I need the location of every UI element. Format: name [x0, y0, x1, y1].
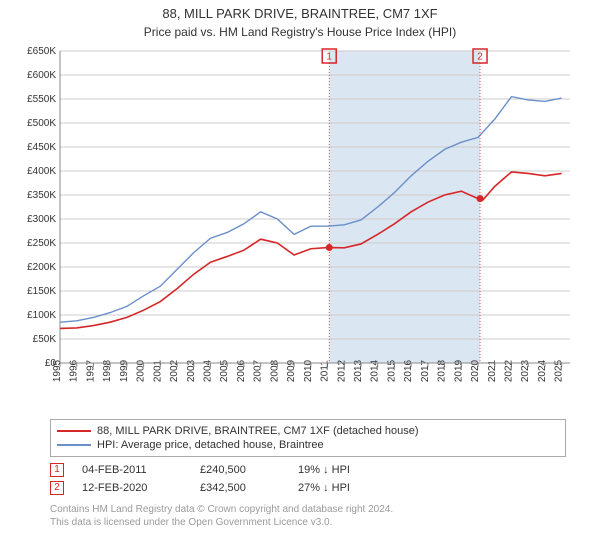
line-chart: £0£50K£100K£150K£200K£250K£300K£350K£400… [10, 43, 590, 413]
y-tick-label: £200K [27, 262, 56, 273]
legend: 88, MILL PARK DRIVE, BRAINTREE, CM7 1XF … [50, 419, 566, 457]
y-tick-label: £600K [27, 70, 56, 81]
footnote-line-2: This data is licensed under the Open Gov… [50, 516, 566, 529]
chart-area: £0£50K£100K£150K£200K£250K£300K£350K£400… [10, 43, 590, 413]
sale-row-marker: 1 [50, 463, 64, 477]
legend-swatch [57, 430, 91, 432]
y-tick-label: £100K [27, 310, 56, 321]
legend-label: 88, MILL PARK DRIVE, BRAINTREE, CM7 1XF … [97, 425, 419, 437]
sale-price: £342,500 [200, 482, 280, 494]
y-tick-label: £550K [27, 94, 56, 105]
y-tick-label: £500K [27, 118, 56, 129]
sale-date: 12-FEB-2020 [82, 482, 182, 494]
series-hpi [60, 96, 562, 322]
sale-diff: 27% ↓ HPI [298, 482, 398, 494]
sale-price: £240,500 [200, 464, 280, 476]
legend-row: 88, MILL PARK DRIVE, BRAINTREE, CM7 1XF … [57, 424, 559, 438]
y-tick-label: £50K [33, 334, 57, 345]
y-tick-label: £450K [27, 142, 56, 153]
y-tick-label: £150K [27, 286, 56, 297]
sale-diff: 19% ↓ HPI [298, 464, 398, 476]
sale-marker-dot [326, 244, 333, 251]
sale-row: 2 12-FEB-2020 £342,500 27% ↓ HPI [50, 479, 566, 497]
y-tick-label: £250K [27, 238, 56, 249]
y-tick-label: £400K [27, 166, 56, 177]
chart-title: 88, MILL PARK DRIVE, BRAINTREE, CM7 1XF [0, 0, 600, 23]
legend-label: HPI: Average price, detached house, Brai… [97, 439, 324, 451]
figure-container: 88, MILL PARK DRIVE, BRAINTREE, CM7 1XF … [0, 0, 600, 560]
sale-row: 1 04-FEB-2011 £240,500 19% ↓ HPI [50, 461, 566, 479]
ownership-shade [329, 51, 480, 363]
sales-table: 1 04-FEB-2011 £240,500 19% ↓ HPI 2 12-FEB-202… [50, 461, 566, 497]
footnote-line-1: Contains HM Land Registry data © Crown c… [50, 503, 566, 516]
sale-marker-dot [477, 195, 484, 202]
sale-date: 04-FEB-2011 [82, 464, 182, 476]
chart-subtitle: Price paid vs. HM Land Registry's House … [0, 23, 600, 43]
y-tick-label: £650K [27, 46, 56, 57]
sale-marker-number: 2 [477, 52, 483, 63]
y-tick-label: £350K [27, 190, 56, 201]
y-tick-label: £300K [27, 214, 56, 225]
legend-row: HPI: Average price, detached house, Brai… [57, 438, 559, 452]
footnote: Contains HM Land Registry data © Crown c… [50, 503, 566, 529]
legend-swatch [57, 444, 91, 446]
sale-marker-number: 1 [326, 52, 332, 63]
sale-row-marker: 2 [50, 481, 64, 495]
